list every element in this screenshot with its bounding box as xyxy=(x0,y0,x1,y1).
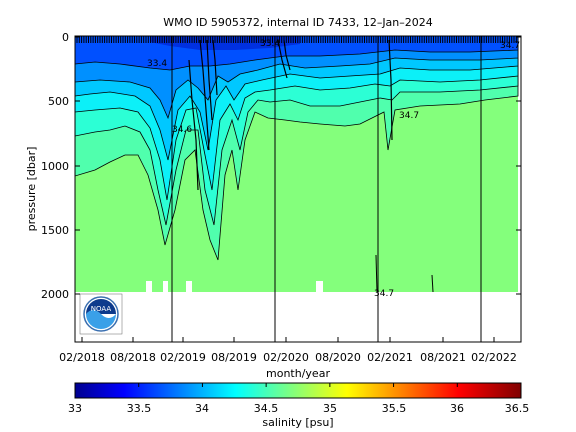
contour-label: 34.7 xyxy=(500,41,520,51)
x-axis: 02/2018 08/2018 02/2019 08/2019 02/2020 … xyxy=(59,337,517,380)
x-tick-label: 02/2019 xyxy=(160,351,206,364)
noaa-logo-text: NOAA xyxy=(91,305,112,313)
x-tick-label: 02/2021 xyxy=(367,351,413,364)
x-tick-label: 02/2022 xyxy=(471,351,517,364)
x-axis-label: month/year xyxy=(266,367,330,380)
y-tick-label: 1500 xyxy=(41,224,69,237)
profile-markers xyxy=(76,36,517,43)
colorbar-tick-label: 34.5 xyxy=(254,402,279,415)
y-tick-label: 2000 xyxy=(41,288,69,301)
y-tick-label: 500 xyxy=(48,95,69,108)
profile-line xyxy=(431,274,434,293)
contour-label: 34.7 xyxy=(399,111,419,121)
colorbar-gradient xyxy=(74,382,522,399)
colorbar-tick-label: 36.5 xyxy=(505,402,530,415)
missing-data-gaps xyxy=(75,281,518,342)
colorbar-tick-label: 33 xyxy=(68,402,82,415)
colorbar-label: salinity [psu] xyxy=(262,416,333,429)
y-axis: 0 500 1000 1500 2000 pressure [dbar] xyxy=(25,31,521,301)
colorbar: 33 33.5 34 34.5 35 35.5 36 36.5 salinity… xyxy=(68,382,530,429)
contour-label: 33.4 xyxy=(260,39,280,49)
contour-streaks xyxy=(188,39,393,191)
x-tick-label: 08/2018 xyxy=(110,351,156,364)
y-tick-label: 0 xyxy=(62,31,69,44)
contour-label: 34.6 xyxy=(172,125,192,135)
colorbar-tick-label: 35.5 xyxy=(382,402,407,415)
colorbar-tick-label: 36 xyxy=(450,402,464,415)
x-tick-label: 08/2020 xyxy=(315,351,361,364)
colorbar-tick-label: 34 xyxy=(195,402,209,415)
year-dividers xyxy=(171,36,482,342)
colorbar-tick-label: 35 xyxy=(323,402,337,415)
y-tick-label: 1000 xyxy=(41,160,69,173)
y-axis-label: pressure [dbar] xyxy=(25,147,38,232)
colorbar-tick-label: 33.5 xyxy=(127,402,152,415)
contour-label: 33.4 xyxy=(147,59,167,69)
contour-labels: 33.4 34.6 34.7 34.7 33.4 34.7 xyxy=(147,39,520,299)
x-tick-label: 08/2019 xyxy=(211,351,257,364)
x-tick-label: 02/2018 xyxy=(59,351,105,364)
x-tick-label: 08/2021 xyxy=(420,351,466,364)
x-tick-label: 02/2020 xyxy=(263,351,309,364)
plot-frame xyxy=(74,35,522,343)
contour-label: 34.7 xyxy=(374,289,394,299)
noaa-logo: NOAA xyxy=(79,293,123,335)
profile-line xyxy=(375,254,378,293)
chart-title: WMO ID 5905372, internal ID 7433, 12–Jan… xyxy=(163,16,433,29)
